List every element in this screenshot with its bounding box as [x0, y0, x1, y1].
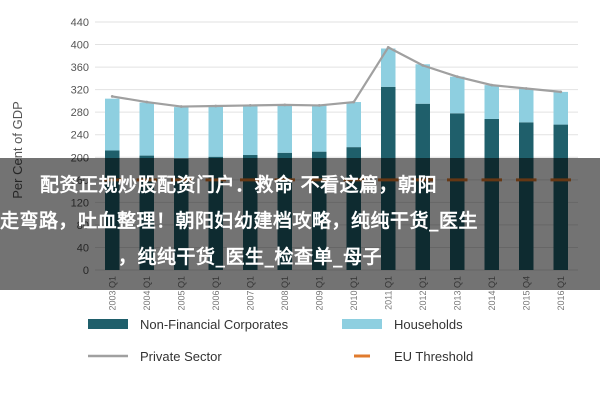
legend-swatch: [88, 319, 128, 329]
private-sector-point: [386, 45, 390, 49]
bar-households: [484, 85, 499, 119]
x-tick-label: 2016 Q1: [556, 276, 566, 311]
private-sector-point: [283, 103, 287, 107]
bar-households: [553, 91, 568, 125]
x-tick-label: 2009 Q1: [314, 276, 324, 311]
x-tick-label: 2004 Q1: [142, 276, 152, 311]
legend-label: Households: [394, 317, 463, 332]
legend-label: Non-Financial Corporates: [140, 317, 289, 332]
private-sector-point: [214, 104, 218, 108]
private-sector-point: [455, 75, 459, 79]
bar-households: [208, 105, 223, 157]
private-sector-point: [110, 95, 114, 98]
x-tick-label: 2011 Q1: [383, 276, 393, 310]
overlay-banner: 配资正规炒股配资门户．救命 不看这篇，朝阳 走弯路，吐血整理！朝阳妇幼建档攻略，…: [0, 158, 600, 290]
x-tick-label: 2014 Q1: [487, 276, 497, 311]
legend-svg: Non-Financial Corporates Households Privat…: [88, 317, 473, 364]
overlay-text-line-3: ，纯纯干货_医生_检查单_母子: [118, 246, 383, 268]
private-sector-point: [248, 104, 252, 107]
bar-households: [174, 107, 189, 159]
legend-label: EU Threshold: [394, 349, 473, 364]
bar-households: [346, 102, 361, 148]
bar-households: [105, 98, 120, 151]
private-sector-point: [524, 87, 528, 90]
private-sector-point: [490, 83, 494, 87]
private-sector-point: [179, 105, 183, 108]
private-sector-point: [421, 64, 425, 67]
bar-households: [415, 64, 430, 104]
legend: Non-Financial Corporates Households Privat…: [72, 304, 548, 376]
private-sector-point: [352, 100, 356, 104]
private-sector-point: [559, 90, 563, 94]
private-sector-line: [112, 45, 561, 108]
private-sector-point: [317, 104, 321, 107]
overlay-text-line-2: 走弯路，吐血整理！朝阳妇幼建档攻略，纯纯干货_医生: [0, 210, 479, 232]
bar-households: [277, 104, 292, 153]
x-tick-label: 2008 Q1: [280, 276, 290, 311]
legend-label: Private Sector: [140, 349, 222, 364]
private-sector-line-group: [110, 45, 563, 108]
x-tick-label: 2005 Q1: [176, 276, 186, 311]
bar-households: [519, 88, 534, 123]
private-sector-point: [145, 100, 149, 104]
y-tick-label: 280: [71, 107, 89, 119]
x-tick-label: 2006 Q1: [211, 276, 221, 311]
x-tick-label: 2012 Q1: [418, 276, 428, 311]
y-tick-label: 400: [71, 40, 89, 52]
y-tick-label: 320: [71, 85, 89, 97]
y-tick-label: 240: [71, 130, 89, 142]
x-tick-label: 2015 Q4: [521, 276, 531, 311]
y-tick-label: 440: [71, 17, 89, 29]
bar-households: [139, 102, 154, 156]
x-tick-label: 2013 Q1: [452, 276, 462, 311]
x-tick-label: 2007 Q1: [245, 276, 255, 311]
bar-households: [450, 76, 465, 114]
x-tick-label: 2010 Q1: [349, 276, 359, 311]
bar-households: [381, 48, 396, 87]
overlay-text-line-1: 配资正规炒股配资门户．救命 不看这篇，朝阳: [40, 174, 438, 196]
legend-swatch: [342, 319, 382, 329]
bar-households: [243, 105, 258, 156]
x-tick-labels: 2003 Q1 2004 Q1 2005 Q1 2006 Q1 2007 Q1 2008 …: [107, 276, 566, 311]
y-tick-label: 360: [71, 62, 89, 74]
bar-households: [312, 105, 327, 152]
x-tick-label: 2003 Q1: [107, 276, 117, 311]
